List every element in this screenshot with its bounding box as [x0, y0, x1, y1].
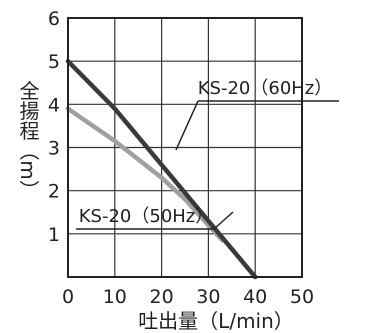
- y-tick-label: 3: [48, 138, 60, 160]
- y-tick-label: 2: [48, 181, 60, 203]
- y-tick-label: 6: [48, 8, 60, 30]
- series-line-0: [65, 58, 258, 280]
- y-tick-label: 1: [48, 224, 60, 246]
- x-axis-label: 吐出量（L/min）: [138, 309, 294, 333]
- y-tick-label: 5: [48, 51, 60, 73]
- series-callouts: KS-20（60Hz） KS-20（50Hz）: [76, 78, 339, 230]
- x-tick-label: 0: [62, 286, 74, 308]
- x-tick-label: 20: [150, 286, 174, 308]
- series-label: KS-20（50Hz）: [79, 206, 214, 227]
- tick-labels: 0 10 20 30 40 50 1 2 3 4 5 6: [48, 8, 314, 308]
- series-line-1: [65, 106, 225, 243]
- y-tick-label: 4: [48, 94, 60, 116]
- series-label: KS-20（60Hz）: [198, 78, 333, 99]
- callout-leader: [213, 211, 234, 230]
- x-tick-label: 30: [196, 286, 220, 308]
- y-axis-label: 全揚程（m）: [16, 80, 40, 200]
- x-tick-label: 50: [290, 286, 314, 308]
- x-tick-label: 10: [103, 286, 127, 308]
- plot-frame: [67, 17, 303, 278]
- x-tick-label: 40: [243, 286, 267, 308]
- series-lines: [65, 58, 258, 280]
- callout-leader: [175, 100, 199, 151]
- grid: [68, 18, 302, 277]
